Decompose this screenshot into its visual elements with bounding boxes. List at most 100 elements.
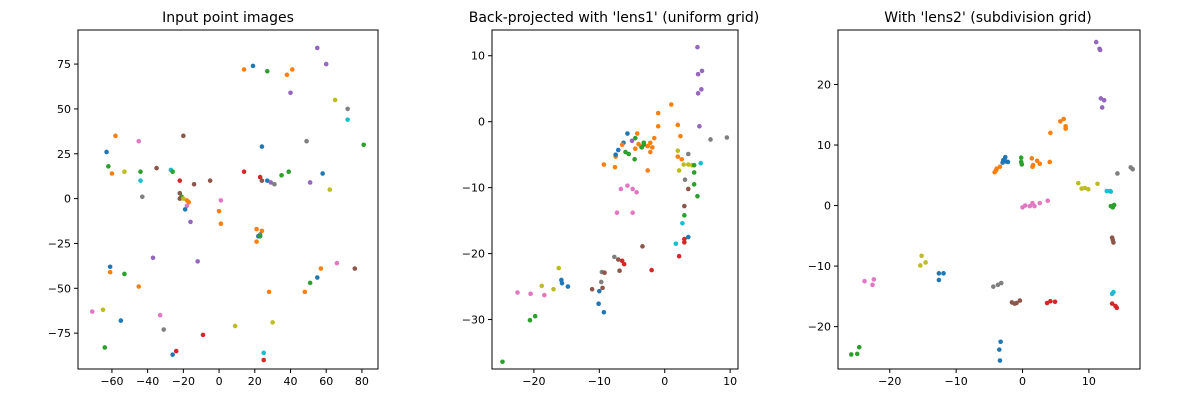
scatter-point xyxy=(181,196,186,201)
subplot-input-point-images: Input point images −60 −40 −20 0 20 40 60 80 −75… xyxy=(48,10,379,388)
scatter-point xyxy=(218,221,224,227)
subplot-lens2-subdivision-grid: With 'lens2' (subdivision grid) −20 −10 0 1… xyxy=(808,10,1141,388)
scatter-point xyxy=(632,146,638,152)
scatter-point xyxy=(320,171,325,176)
scatter-point xyxy=(695,71,701,77)
scatter-point xyxy=(264,68,270,74)
axis-ticks: −20 −10 0 10 −30 −20 −10 0 10 xyxy=(462,50,737,388)
scatter-point xyxy=(100,307,106,313)
x-tick-label: 0 xyxy=(1019,375,1026,388)
scatter-point xyxy=(856,344,862,350)
scatter-point xyxy=(361,142,367,148)
scatter-point xyxy=(691,162,697,168)
scatter-point xyxy=(1085,186,1091,192)
scatter-point xyxy=(136,138,142,144)
scatter-point xyxy=(1109,291,1115,297)
scatter-point xyxy=(270,320,275,325)
scatter-point xyxy=(651,135,657,141)
scatter-point xyxy=(1075,180,1081,186)
scatter-point xyxy=(617,268,622,274)
scatter-point xyxy=(992,169,997,175)
scatter-point xyxy=(304,138,309,144)
scatter-point xyxy=(264,178,270,183)
scatter-point xyxy=(1029,156,1035,161)
scatter-point xyxy=(1063,126,1068,131)
scatter-point xyxy=(673,241,679,246)
scatter-point xyxy=(619,142,625,148)
y-tick-label: −10 xyxy=(808,260,831,273)
x-tick-label: 60 xyxy=(319,375,333,388)
scatter-point xyxy=(1034,158,1040,164)
scatter-point xyxy=(600,285,605,291)
scatter-point xyxy=(695,193,700,199)
scatter-point xyxy=(699,87,704,92)
scatter-point xyxy=(177,178,183,183)
scatter-point xyxy=(1030,164,1035,170)
scatter-point xyxy=(113,133,118,139)
scatter-point xyxy=(691,170,697,175)
scatter-point xyxy=(261,357,267,363)
x-tick-label: 0 xyxy=(216,375,223,388)
scatter-point xyxy=(177,190,183,196)
scatter-point xyxy=(327,187,333,192)
scatter-point xyxy=(177,196,183,201)
scatter-point xyxy=(691,182,697,187)
scatter-point xyxy=(615,147,621,153)
scatter-point xyxy=(102,345,108,350)
scatter-point xyxy=(685,162,691,167)
scatter-point xyxy=(1099,105,1105,110)
axis-ticks: −60 −40 −20 0 20 40 60 80 −75 −50 −25 0 25 50 75 xyxy=(48,58,369,388)
scatter-point xyxy=(138,178,143,183)
scatter-point xyxy=(250,63,256,69)
scatter-point xyxy=(1093,39,1099,45)
scatter-point xyxy=(862,278,867,284)
scatter-point xyxy=(528,291,533,297)
scatter-point xyxy=(139,194,145,200)
scatter-point xyxy=(645,168,651,173)
scatter-point xyxy=(195,259,200,264)
scatter-point xyxy=(323,61,329,67)
scatter-point xyxy=(257,174,263,180)
scatter-point xyxy=(542,292,547,298)
scatter-point xyxy=(697,123,702,129)
subplot-lens1-uniform-grid: Back-projected with 'lens1' (uniform gri… xyxy=(462,10,759,388)
y-tick-label: 0 xyxy=(478,116,485,129)
scatter-point xyxy=(648,149,653,155)
scatter-point xyxy=(307,180,313,185)
y-tick-label: 10 xyxy=(471,50,485,63)
scatter-point xyxy=(1019,162,1025,167)
scatter-point xyxy=(181,133,186,139)
scatter-point xyxy=(682,177,688,183)
scatter-point xyxy=(500,359,505,365)
scatter-point xyxy=(602,270,607,276)
plot-frame xyxy=(491,29,739,370)
plot-frame xyxy=(77,29,379,370)
y-tick-label: −20 xyxy=(462,248,485,261)
scatter-point xyxy=(871,277,877,282)
scatter-point xyxy=(695,44,700,50)
x-tick-label: 10 xyxy=(1082,375,1096,388)
scatter-point xyxy=(122,271,127,277)
scatter-point xyxy=(648,140,653,146)
x-tick-label: 80 xyxy=(355,375,369,388)
scatter-point xyxy=(997,358,1003,363)
scatter-point xyxy=(601,309,607,315)
scatter-point xyxy=(625,131,630,136)
scatter-point xyxy=(138,169,143,174)
scatter-point xyxy=(682,213,687,218)
scatter-point xyxy=(676,253,682,259)
scatter-point xyxy=(551,286,556,292)
scatter-points xyxy=(89,45,367,363)
scatter-point xyxy=(107,269,113,275)
y-tick-label: −20 xyxy=(808,321,831,334)
subplot-title: With 'lens2' (subdivision grid) xyxy=(884,10,1091,26)
scatter-point xyxy=(1052,299,1058,305)
scatter-point xyxy=(345,106,350,112)
scatter-point xyxy=(1014,300,1019,306)
scatter-point xyxy=(699,68,705,74)
scatter-point xyxy=(870,282,875,288)
scatter-point xyxy=(675,122,681,128)
scatter-point xyxy=(612,254,617,260)
scatter-point xyxy=(1000,160,1005,165)
scatter-point xyxy=(1048,298,1053,304)
